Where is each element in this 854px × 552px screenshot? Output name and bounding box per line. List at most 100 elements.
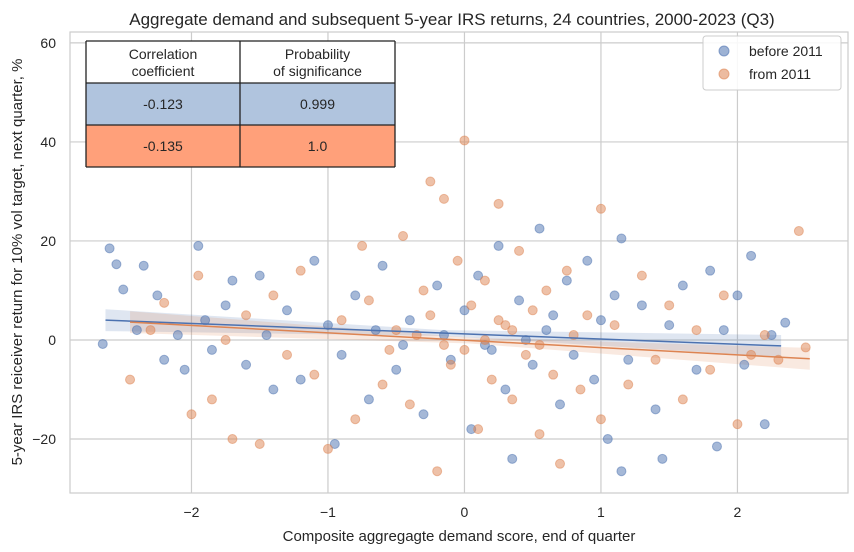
table-cell: 0.999: [300, 96, 335, 112]
point-from-2011: [357, 240, 368, 251]
point-before-2011: [616, 233, 627, 244]
point-before-2011: [493, 240, 504, 251]
regression-line-before-2011: [105, 319, 782, 347]
legend-marker-before-2011: [718, 45, 730, 57]
point-from-2011: [322, 443, 333, 454]
point-from-2011: [445, 359, 456, 370]
legend-label-from-2011: from 2011: [749, 66, 811, 82]
x-tick-label: −1: [320, 504, 336, 520]
regression-line-from-2011: [130, 321, 810, 360]
point-from-2011: [350, 414, 361, 425]
y-axis-label: 5-year IRS reiceiver return for 10% vol …: [9, 59, 26, 466]
regression-lines: [105, 319, 810, 360]
point-before-2011: [636, 300, 647, 311]
point-from-2011: [561, 265, 572, 276]
point-before-2011: [500, 384, 511, 395]
point-before-2011: [589, 374, 600, 385]
point-from-2011: [793, 226, 804, 237]
point-before-2011: [582, 255, 593, 266]
point-before-2011: [595, 315, 606, 326]
point-from-2011: [309, 369, 320, 380]
point-before-2011: [268, 384, 279, 395]
point-from-2011: [377, 379, 388, 390]
point-before-2011: [507, 453, 518, 464]
table-header-cell: Probability: [285, 46, 350, 62]
point-before-2011: [254, 270, 265, 281]
point-before-2011: [541, 325, 552, 336]
point-before-2011: [329, 438, 340, 449]
point-from-2011: [732, 419, 743, 430]
table-cell: -0.123: [143, 96, 183, 112]
point-before-2011: [711, 441, 722, 452]
point-from-2011: [336, 315, 347, 326]
point-before-2011: [295, 374, 306, 385]
point-from-2011: [398, 231, 409, 242]
point-from-2011: [575, 384, 586, 395]
point-from-2011: [595, 203, 606, 214]
point-from-2011: [595, 414, 606, 425]
point-before-2011: [152, 290, 163, 301]
point-from-2011: [759, 330, 770, 341]
point-from-2011: [493, 198, 504, 209]
y-tick-label: 20: [40, 233, 56, 249]
table-cell: 1.0: [308, 138, 328, 154]
point-from-2011: [623, 379, 634, 390]
point-before-2011: [322, 320, 333, 331]
point-before-2011: [657, 453, 668, 464]
point-from-2011: [493, 315, 504, 326]
point-from-2011: [664, 300, 675, 311]
point-from-2011: [520, 349, 531, 360]
point-from-2011: [479, 275, 490, 286]
point-before-2011: [261, 330, 272, 341]
point-before-2011: [172, 330, 183, 341]
point-from-2011: [527, 305, 538, 316]
x-axis-label: Composite aggregagte demand score, end o…: [283, 528, 636, 545]
point-before-2011: [220, 300, 231, 311]
point-from-2011: [514, 245, 525, 256]
y-tick-label: −20: [32, 431, 56, 447]
point-before-2011: [282, 305, 293, 316]
point-from-2011: [418, 285, 429, 296]
point-before-2011: [548, 310, 559, 321]
point-before-2011: [732, 290, 743, 301]
point-before-2011: [432, 280, 443, 291]
point-from-2011: [466, 300, 477, 311]
point-before-2011: [97, 338, 108, 349]
point-from-2011: [705, 364, 716, 375]
point-from-2011: [295, 265, 306, 276]
point-from-2011: [438, 193, 449, 204]
point-from-2011: [541, 285, 552, 296]
y-tick-label: 40: [40, 134, 56, 150]
point-from-2011: [268, 290, 279, 301]
point-before-2011: [159, 354, 170, 365]
point-before-2011: [527, 359, 538, 370]
point-before-2011: [241, 359, 252, 370]
y-tick-label: 60: [40, 35, 56, 51]
point-from-2011: [159, 297, 170, 308]
points: [97, 135, 811, 477]
point-before-2011: [118, 284, 129, 295]
point-from-2011: [404, 399, 415, 410]
point-before-2011: [623, 354, 634, 365]
point-from-2011: [241, 310, 252, 321]
point-before-2011: [473, 270, 484, 281]
point-before-2011: [739, 359, 750, 370]
point-before-2011: [309, 255, 320, 266]
point-from-2011: [282, 349, 293, 360]
table-cell: -0.135: [143, 138, 183, 154]
legend-label-before-2011: before 2011: [749, 43, 823, 59]
point-before-2011: [391, 364, 402, 375]
point-from-2011: [459, 135, 470, 146]
point-from-2011: [363, 295, 374, 306]
point-from-2011: [479, 334, 490, 345]
point-from-2011: [384, 344, 395, 355]
point-before-2011: [664, 320, 675, 331]
point-before-2011: [705, 265, 716, 276]
plot-frame: [69, 31, 849, 494]
table-header-cell: coefficient: [132, 63, 195, 79]
point-before-2011: [718, 325, 729, 336]
point-before-2011: [677, 280, 688, 291]
point-from-2011: [193, 270, 204, 281]
point-from-2011: [432, 466, 443, 477]
point-from-2011: [473, 424, 484, 435]
